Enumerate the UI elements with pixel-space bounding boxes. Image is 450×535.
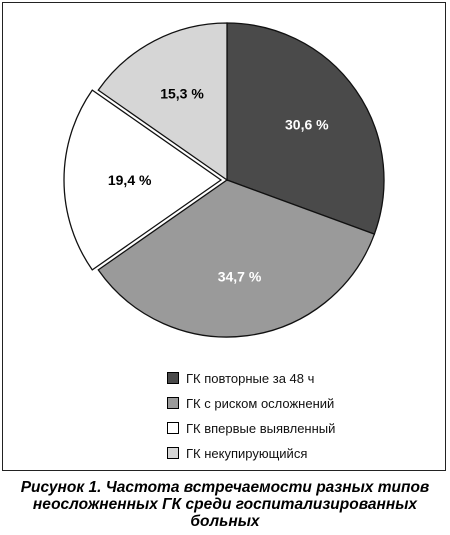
- pie-slice: [97, 179, 376, 338]
- caption-line: неосложненных ГК среди госпитализированн…: [32, 496, 418, 513]
- legend-swatch: [167, 447, 179, 459]
- figure-caption: Рисунок 1. Частота встречаемости разных …: [0, 479, 450, 530]
- legend-label: ГК повторные за 48 ч: [186, 370, 315, 386]
- legend-label: ГК некупирующийся: [186, 445, 308, 461]
- legend-swatch: [167, 397, 179, 409]
- caption-line: больных: [190, 513, 260, 530]
- legend-item: ГК некупирующийся: [167, 444, 335, 462]
- slice-value-label: 15,3 %: [160, 86, 204, 102]
- slice-value-label: 30,6 %: [285, 116, 329, 132]
- pie-slice: [97, 22, 228, 182]
- pie-chart: 30,6 % 34,7 % 19,4 % 15,3 %: [63, 22, 385, 338]
- caption-line: Рисунок 1. Частота встречаемости разных …: [20, 479, 430, 496]
- legend-label: ГК с риском осложнений: [186, 395, 335, 411]
- pie-slice: [63, 89, 223, 271]
- legend-item: ГК с риском осложнений: [167, 394, 335, 412]
- slice-value-label: 34,7 %: [218, 269, 262, 285]
- legend-item: ГК повторные за 48 ч: [167, 369, 335, 387]
- legend-swatch: [167, 372, 179, 384]
- legend-item: ГК впервые выявленный: [167, 419, 335, 437]
- chart-legend: ГК повторные за 48 ч ГК с риском осложне…: [167, 369, 335, 469]
- legend-swatch: [167, 422, 179, 434]
- slice-value-label: 19,4 %: [108, 172, 152, 188]
- legend-label: ГК впервые выявленный: [186, 420, 336, 436]
- pie-slice: [226, 22, 385, 235]
